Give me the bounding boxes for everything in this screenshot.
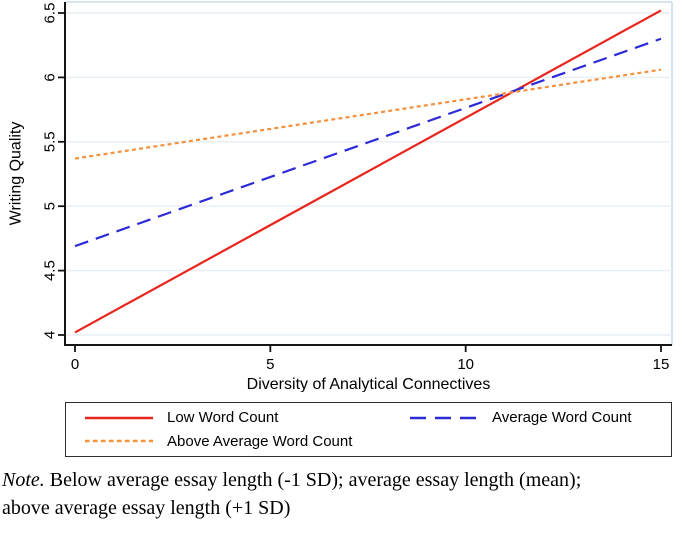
x-tick-label-10: 10	[457, 356, 474, 373]
legend-label-average-word-count: Average Word Count	[492, 409, 632, 427]
y-tick-label-4: 4	[42, 331, 59, 339]
note-prefix: Note.	[2, 469, 45, 491]
legend-swatch-low-word-count	[85, 416, 153, 419]
y-axis-title: Writing Quality	[8, 122, 25, 226]
legend-item-average-word-count: Average Word Count	[409, 409, 671, 426]
x-tick-label-15: 15	[653, 356, 670, 373]
legend-item-low-word-count: Low Word Count	[84, 409, 409, 426]
x-axis-title: Diversity of Analytical Connectives	[247, 376, 491, 392]
note-text-line1: Below average essay length (-1 SD); aver…	[44, 469, 582, 491]
note-line-1: Note. Below average essay length (-1 SD)…	[2, 466, 685, 494]
legend-label-low-word-count: Low Word Count	[167, 409, 279, 427]
note-line-2: above average essay length (+1 SD)	[2, 497, 291, 519]
figure-note: Note. Below average essay length (-1 SD)…	[2, 466, 685, 522]
series-line-low-word-count	[74, 9, 662, 334]
line-chart: 4 4.5 5 5.5 6 6.5 0 5 10 15 Diversity of Analytica…	[8, 1, 673, 392]
y-tick-label-4.5: 4.5	[42, 260, 59, 281]
y-tick-label-6: 6	[42, 73, 59, 81]
x-tick-label-5: 5	[266, 356, 274, 373]
legend-item-above-average-word-count: Above Average Word Count	[84, 433, 409, 450]
legend-swatch-average-word-count	[410, 416, 478, 419]
series-line-above-average-word-count	[74, 68, 662, 160]
y-tick-label-5: 5	[42, 202, 59, 210]
y-tick-label-6.5: 6.5	[42, 3, 59, 24]
legend-swatch-above-average-word-count	[85, 440, 153, 443]
x-tick-label-0: 0	[71, 356, 79, 373]
y-tick-label-5.5: 5.5	[42, 131, 59, 152]
chart-legend: Low Word Count Average Word Count Above …	[65, 402, 672, 457]
series-line-average-word-count	[74, 37, 662, 248]
legend-label-above-average-word-count: Above Average Word Count	[167, 432, 353, 450]
